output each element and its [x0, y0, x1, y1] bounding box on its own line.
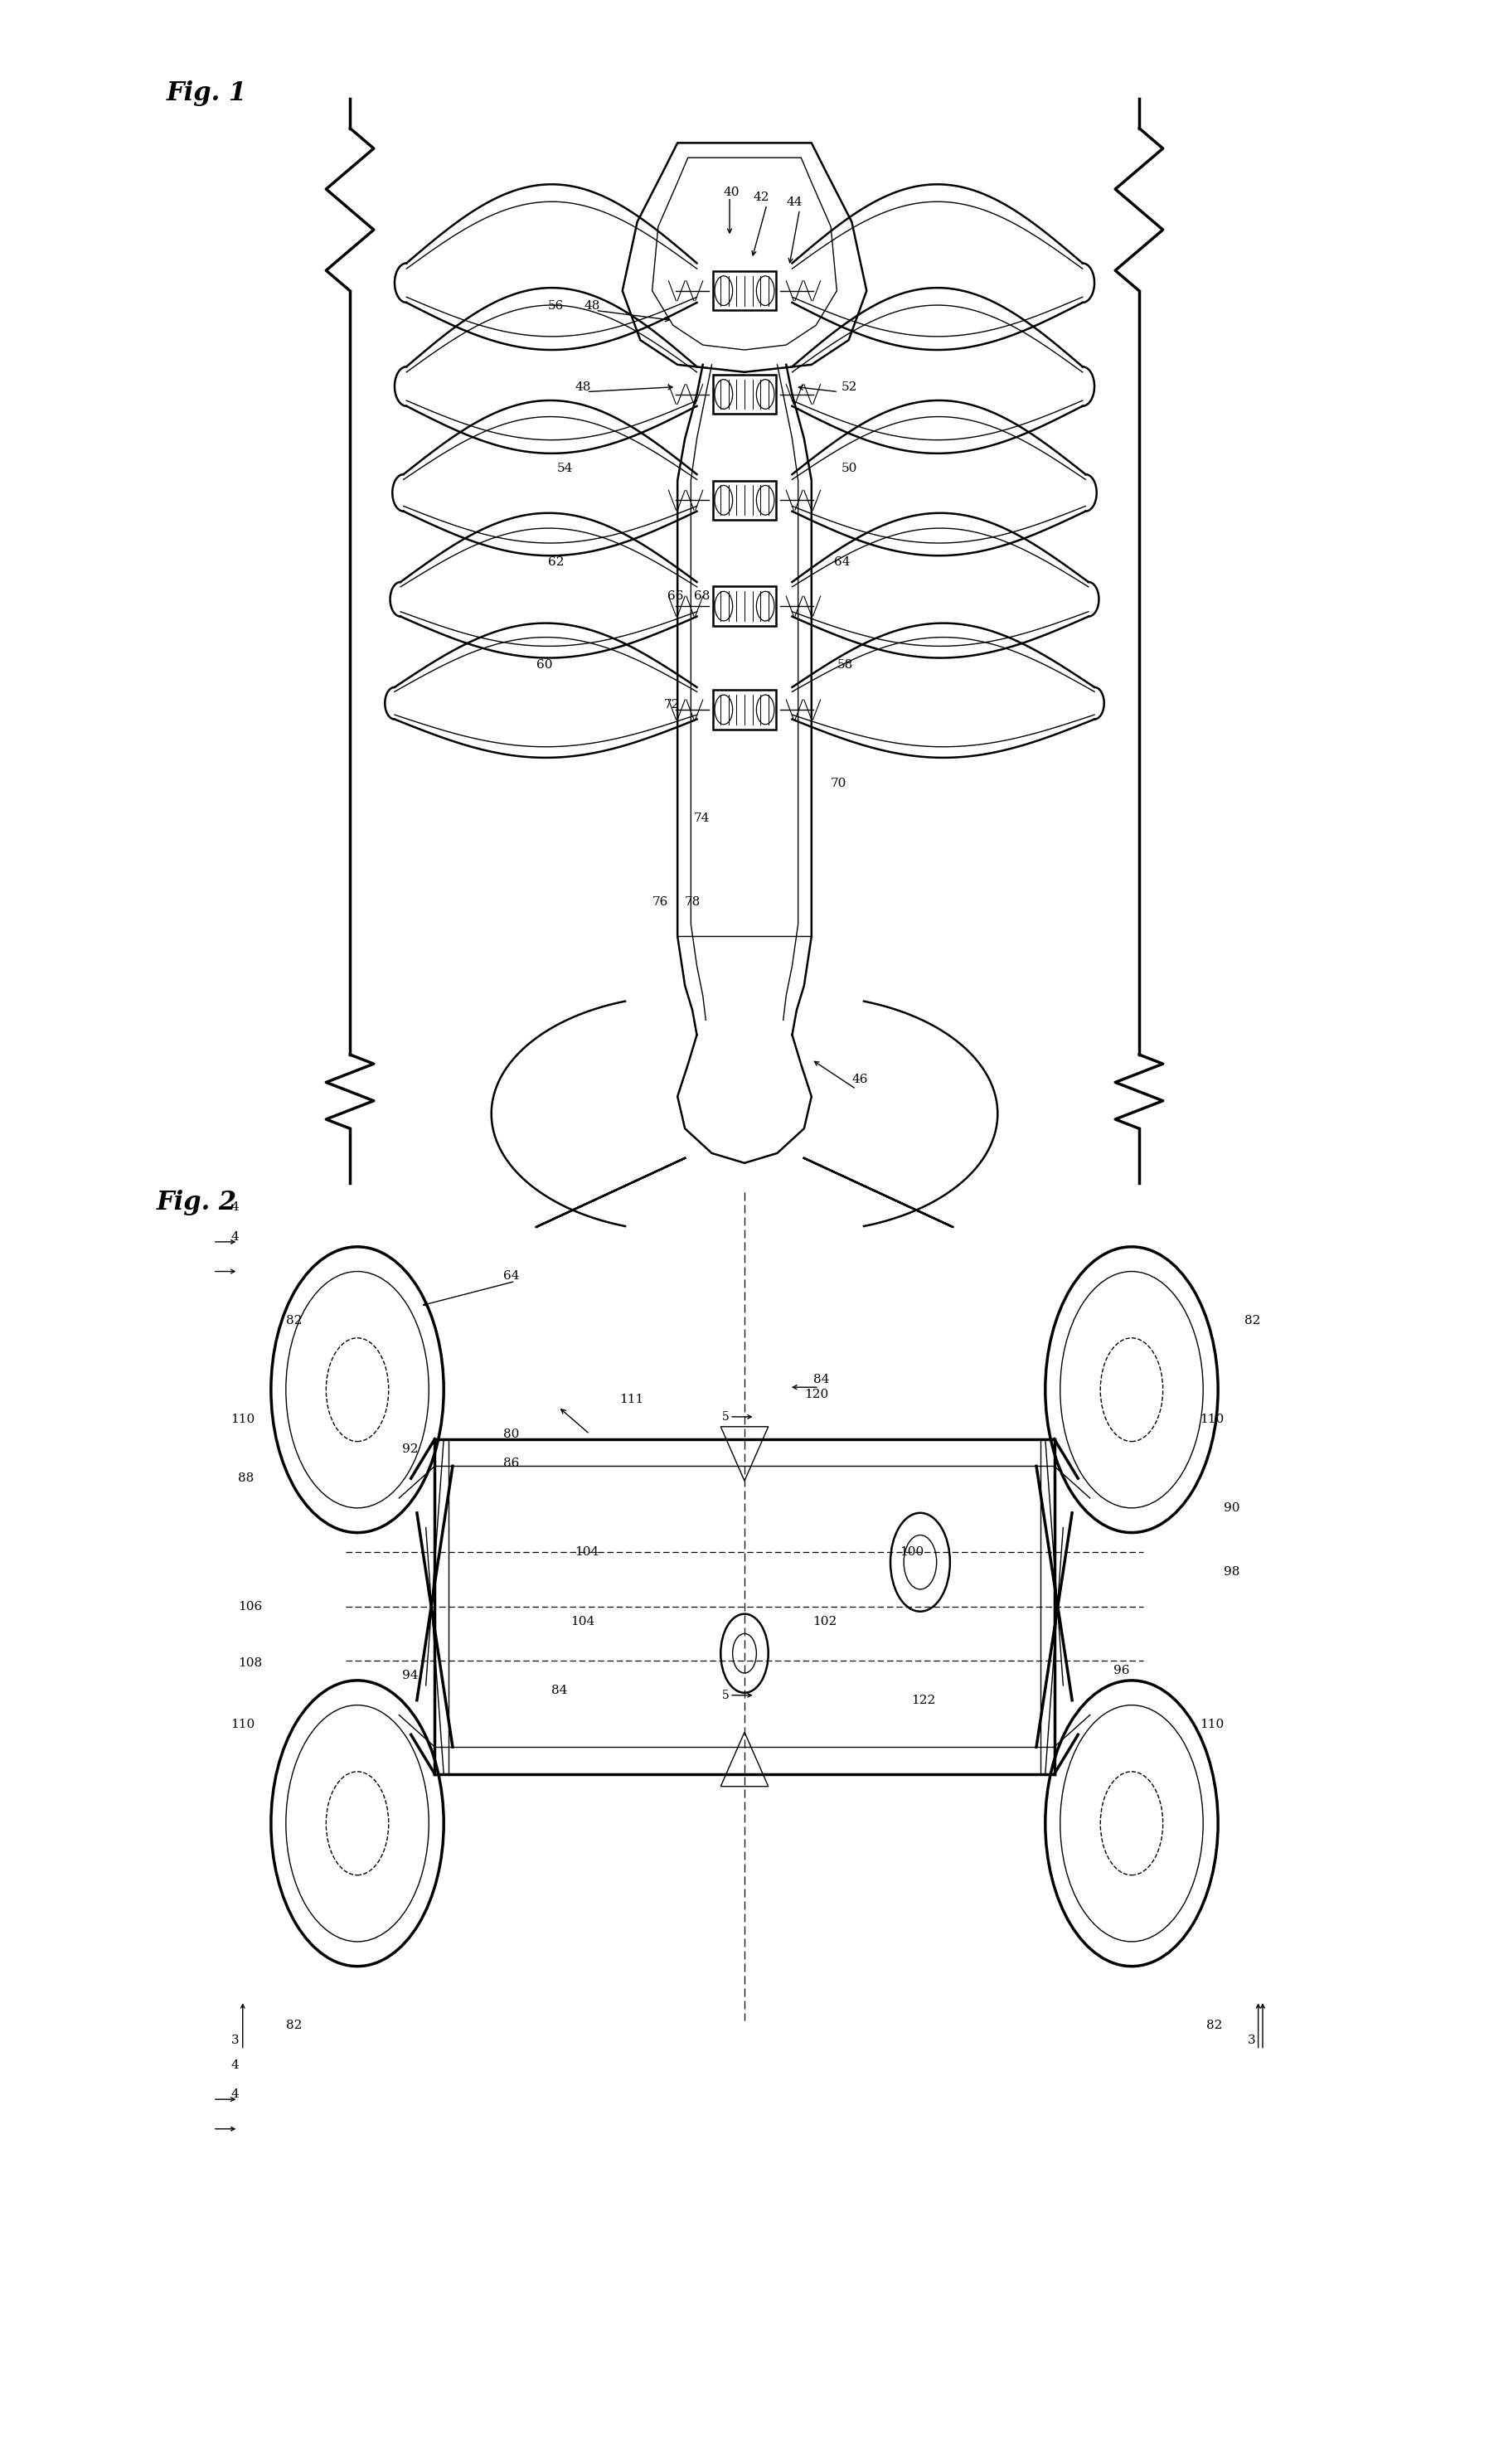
Text: 98: 98	[1224, 1567, 1240, 1577]
Text: 48: 48	[575, 382, 591, 392]
Text: 4: 4	[231, 2060, 238, 2070]
Text: 100: 100	[899, 1547, 923, 1557]
Text: 72: 72	[664, 700, 680, 710]
Text: 56: 56	[548, 301, 564, 310]
Text: 110: 110	[1200, 1414, 1224, 1424]
Circle shape	[715, 379, 733, 409]
Text: 64: 64	[834, 557, 850, 567]
Text: 4: 4	[231, 1232, 238, 1242]
Text: 62: 62	[548, 557, 564, 567]
Text: 82: 82	[1245, 1316, 1261, 1326]
Circle shape	[715, 695, 733, 724]
Text: 52: 52	[841, 382, 858, 392]
Text: 82: 82	[286, 1316, 302, 1326]
Circle shape	[721, 1614, 768, 1693]
Circle shape	[756, 276, 774, 306]
Text: 86: 86	[503, 1459, 520, 1469]
Text: 40: 40	[724, 187, 740, 197]
Text: 106: 106	[238, 1602, 262, 1611]
Text: 82: 82	[1206, 2020, 1222, 2030]
Text: 54: 54	[557, 463, 573, 473]
Text: 78: 78	[685, 897, 701, 907]
Text: 82: 82	[286, 2020, 302, 2030]
Text: 110: 110	[231, 1720, 255, 1730]
Bar	[713, 586, 776, 626]
Text: 3: 3	[1248, 2035, 1255, 2045]
Text: 122: 122	[911, 1695, 935, 1705]
Text: 84: 84	[813, 1375, 829, 1385]
Text: 110: 110	[231, 1414, 255, 1424]
Text: 5: 5	[722, 1690, 730, 1700]
Text: 4: 4	[231, 1202, 238, 1212]
Circle shape	[890, 1513, 950, 1611]
Polygon shape	[721, 1732, 768, 1786]
Text: 80: 80	[503, 1429, 520, 1439]
Text: 110: 110	[1200, 1720, 1224, 1730]
Text: 88: 88	[238, 1473, 255, 1483]
Bar	[713, 375, 776, 414]
Text: 3: 3	[231, 2035, 238, 2045]
Text: 42: 42	[753, 192, 770, 202]
Bar	[713, 271, 776, 310]
Text: 48: 48	[584, 301, 600, 310]
Text: 44: 44	[786, 197, 803, 207]
Bar	[713, 480, 776, 520]
Text: 70: 70	[831, 779, 847, 788]
Text: 4: 4	[231, 2089, 238, 2099]
Text: 104: 104	[570, 1616, 594, 1626]
Text: 90: 90	[1224, 1503, 1240, 1513]
Circle shape	[756, 379, 774, 409]
Polygon shape	[721, 1427, 768, 1481]
Text: 111: 111	[619, 1395, 643, 1404]
Text: 84: 84	[551, 1685, 567, 1695]
Text: 108: 108	[238, 1658, 262, 1668]
Text: 120: 120	[804, 1390, 828, 1400]
Text: 96: 96	[1114, 1666, 1130, 1676]
Text: 102: 102	[813, 1616, 837, 1626]
Text: Fig. 2: Fig. 2	[156, 1190, 237, 1215]
Circle shape	[756, 591, 774, 621]
Text: 64: 64	[503, 1271, 520, 1281]
Text: 76: 76	[652, 897, 669, 907]
Text: 58: 58	[837, 660, 853, 670]
Text: 60: 60	[536, 660, 552, 670]
Text: 68: 68	[694, 591, 710, 601]
Text: 104: 104	[575, 1547, 599, 1557]
Text: 5: 5	[722, 1412, 730, 1422]
Text: 50: 50	[841, 463, 858, 473]
Text: 92: 92	[402, 1444, 418, 1454]
Text: 46: 46	[852, 1074, 868, 1084]
Text: Fig. 1: Fig. 1	[167, 81, 247, 106]
Text: 66: 66	[667, 591, 683, 601]
Text: 94: 94	[402, 1671, 418, 1680]
Circle shape	[756, 695, 774, 724]
Circle shape	[756, 485, 774, 515]
Circle shape	[715, 276, 733, 306]
Circle shape	[715, 591, 733, 621]
Text: 74: 74	[694, 813, 710, 823]
Circle shape	[715, 485, 733, 515]
Bar	[713, 690, 776, 729]
